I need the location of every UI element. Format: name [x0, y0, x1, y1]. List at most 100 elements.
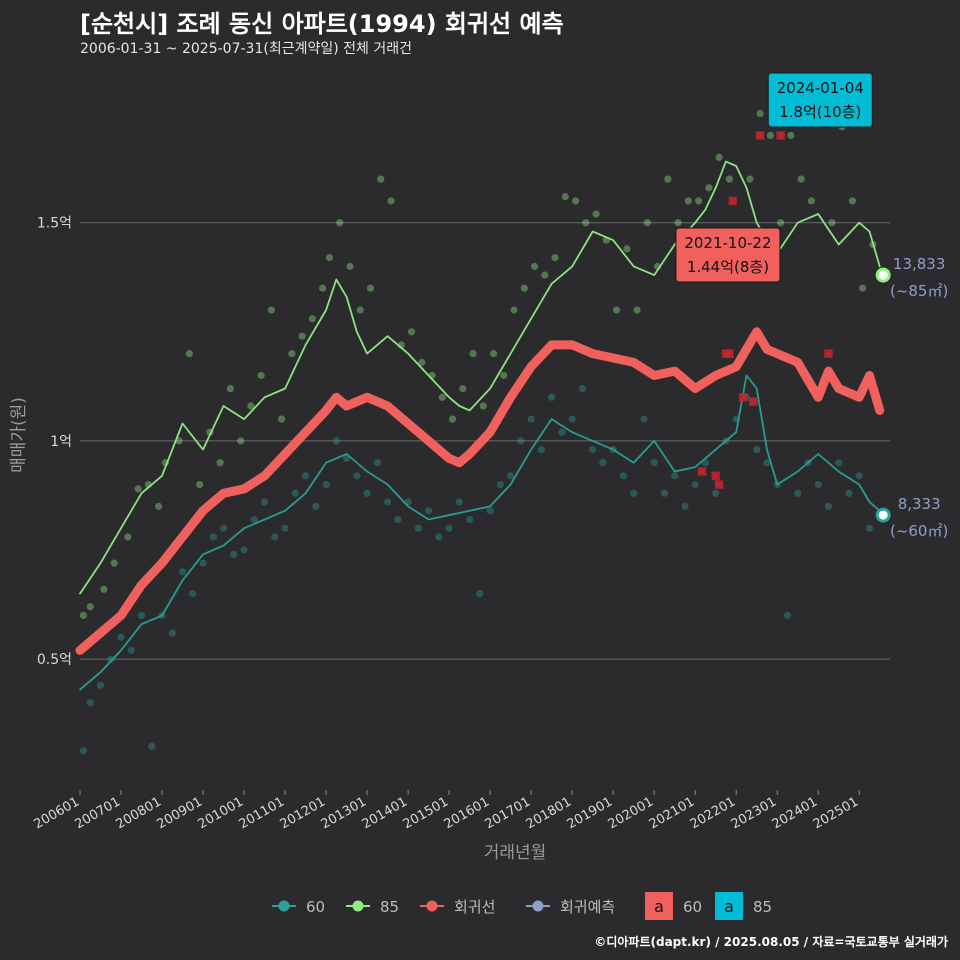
- point-85: [418, 358, 426, 366]
- point-85: [288, 350, 296, 358]
- point-60: [373, 459, 381, 467]
- point-60: [630, 489, 638, 497]
- point-85: [79, 611, 88, 620]
- point-60: [281, 524, 289, 532]
- callout-labels: 2024-01-04 1.8억(10층) 2021-10-22 1.44억(8층): [675, 72, 873, 283]
- point-60: [486, 507, 494, 515]
- point-60: [312, 502, 320, 510]
- point-85: [196, 480, 204, 489]
- series-line-회귀선: [75, 327, 885, 655]
- point-85: [530, 262, 539, 270]
- point-60: [537, 446, 545, 454]
- point-85: [705, 184, 713, 192]
- point-85: [520, 284, 528, 292]
- point-85: [216, 459, 224, 467]
- point-60: [671, 472, 679, 480]
- legend-label: 60: [306, 898, 325, 916]
- point-60: [79, 747, 88, 755]
- y-tick-label: 1억: [50, 434, 72, 450]
- point-60: [353, 472, 361, 480]
- x-tick-label: 202401: [770, 794, 820, 832]
- legend-marker-regression: [426, 900, 438, 912]
- cancelled-x-icon: [697, 466, 707, 477]
- point-85: [643, 219, 651, 227]
- cancelled-marks: [697, 130, 834, 490]
- cancelled-x-icon: [748, 397, 758, 407]
- point-60: [291, 489, 299, 497]
- point-60: [855, 472, 863, 480]
- point-60: [117, 633, 125, 641]
- point-60: [425, 507, 433, 515]
- point-85: [319, 284, 327, 292]
- x-tick-label: 201601: [442, 794, 492, 832]
- point-60: [517, 437, 525, 445]
- scatter-points: [79, 88, 877, 755]
- source-credit: ©디아파트(dapt.kr) / 2025.08.05 / 자료=국토교통부 실…: [594, 935, 948, 949]
- point-60: [230, 550, 238, 558]
- legend-label: 회귀선: [454, 898, 495, 916]
- series-line-85: [79, 160, 881, 595]
- chart-title: [순천시] 조례 동신 아파트(1994) 회귀선 예측: [80, 10, 564, 38]
- point-85: [366, 284, 375, 292]
- x-tick-label: 200901: [155, 794, 205, 832]
- point-85: [110, 559, 118, 567]
- point-60: [209, 533, 217, 541]
- legend-box-glyph: a: [654, 897, 664, 916]
- point-85: [541, 271, 549, 279]
- point-60: [599, 459, 607, 467]
- point-60: [271, 533, 279, 541]
- point-85: [459, 384, 467, 393]
- point-60: [763, 459, 771, 467]
- chart-subtitle: 2006-01-31 ~ 2025-07-31(최근계약일) 전체 거래건: [80, 41, 412, 57]
- point-85: [766, 131, 774, 140]
- legend-box-label: 85: [753, 898, 772, 916]
- point-60: [332, 437, 340, 445]
- point-60: [250, 515, 258, 524]
- point-60: [660, 489, 669, 497]
- x-tick-label: 202301: [729, 794, 779, 832]
- x-tick-label: 201301: [319, 794, 369, 832]
- point-60: [824, 502, 833, 510]
- point-60: [578, 384, 587, 393]
- point-60: [783, 611, 792, 620]
- point-60: [794, 489, 802, 497]
- point-85: [859, 284, 867, 292]
- point-60: [619, 472, 628, 480]
- callout-value: 1.8억(10층): [779, 103, 861, 121]
- point-60: [527, 415, 535, 423]
- x-tick-label: 201001: [196, 794, 246, 832]
- x-tick-label: 201401: [360, 794, 410, 832]
- callout-box: [675, 227, 781, 283]
- point-60: [86, 699, 94, 707]
- point-85: [124, 533, 132, 541]
- legend-marker-s60: [278, 900, 290, 912]
- point-85: [356, 306, 364, 314]
- point-60: [558, 428, 566, 436]
- x-tick-label: 200801: [114, 794, 164, 832]
- point-60: [178, 568, 187, 576]
- point-85: [257, 371, 265, 380]
- axes: 0.5억 1억 1.5억 200601200701200801200901201001…: [9, 216, 861, 863]
- y-axis-label: 매매가(원): [9, 397, 29, 473]
- endpoint-area: (~60㎡): [890, 522, 948, 540]
- point-60: [137, 611, 146, 620]
- point-85: [828, 219, 836, 227]
- point-60: [414, 524, 422, 532]
- point-60: [301, 472, 310, 480]
- point-60: [691, 480, 699, 489]
- point-85: [325, 254, 334, 262]
- legend-label: 회귀예측: [560, 898, 615, 916]
- point-85: [777, 219, 785, 227]
- endpoint-value: 13,833: [893, 255, 946, 273]
- point-85: [500, 371, 508, 380]
- cancelled-x-icon: [823, 349, 834, 359]
- point-85: [756, 110, 764, 118]
- point-85: [807, 197, 815, 205]
- point-85: [448, 415, 457, 423]
- point-85: [247, 402, 255, 410]
- point-60: [363, 489, 371, 497]
- point-60: [383, 498, 392, 506]
- point-85: [582, 219, 590, 227]
- legend-box: [645, 892, 673, 920]
